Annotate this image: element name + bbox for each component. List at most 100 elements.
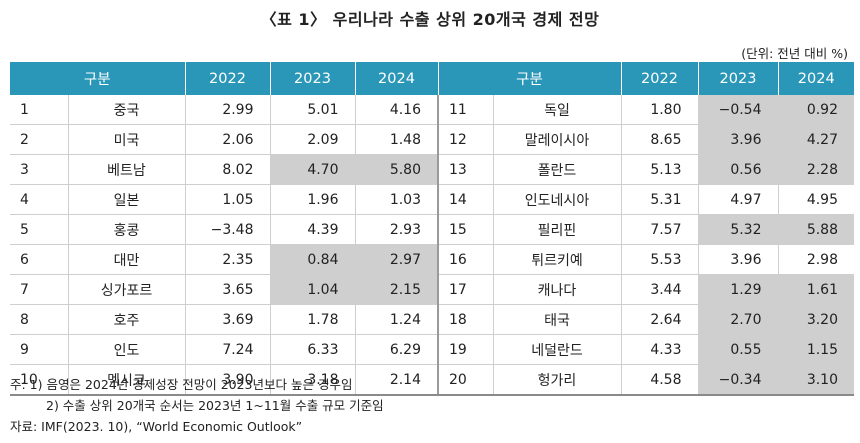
header-category-right: 구분 (437, 62, 621, 95)
header-2024-left: 2024 (354, 62, 438, 95)
table-row: 6 대만 2.35 0.84 2.97 16 튀르키예 5.53 3.96 2.… (10, 244, 854, 275)
value-2022-cell: 4.58 (620, 364, 698, 396)
value-2022-cell: 1.05 (184, 184, 270, 215)
header-2022-left: 2022 (184, 62, 270, 95)
value-2023-cell: 3.96 (697, 244, 778, 275)
value-2023-cell: 0.55 (697, 334, 778, 365)
rank-cell: 14 (437, 184, 493, 215)
value-2024-cell: 1.03 (354, 184, 438, 215)
table-notes: 주: 1) 음영은 2024년 경제성장 전망이 2023년보다 높은 경우임 … (10, 374, 384, 437)
value-2023-cell: 3.18 (269, 364, 355, 396)
value-2023-cell: −0.54 (697, 95, 778, 125)
value-2023-cell: 1.04 (269, 274, 355, 305)
table-row: 5 홍콩 −3.48 4.39 2.93 15 필리핀 7.57 5.32 5.… (10, 214, 854, 245)
value-2022-cell: 4.33 (620, 334, 698, 365)
country-cell: 필리핀 (492, 214, 621, 245)
rank-cell: 7 (10, 274, 68, 305)
country-cell: 대만 (67, 244, 185, 275)
note-2: 2) 수출 상위 20개국 순서는 2023년 1~11월 수출 규모 기준임 (46, 398, 384, 413)
value-2022-cell: −3.48 (184, 214, 270, 245)
value-2022-cell: 2.35 (184, 244, 270, 275)
country-cell: 중국 (67, 95, 185, 125)
country-cell: 호주 (67, 304, 185, 335)
value-2023-cell: 5.01 (269, 95, 355, 125)
rank-cell: 15 (437, 214, 493, 245)
value-2024-cell: 5.88 (777, 214, 854, 245)
rank-cell: 17 (437, 274, 493, 305)
table-row: 1 중국 2.99 5.01 4.16 11 독일 1.80 −0.54 0.9… (10, 95, 854, 125)
country-cell: 헝가리 (492, 364, 621, 396)
header-2024-right: 2024 (777, 62, 854, 95)
value-2024-cell: 4.16 (354, 95, 438, 125)
value-2024-cell: 3.20 (777, 304, 854, 335)
rank-cell: 19 (437, 334, 493, 365)
value-2022-cell: 3.69 (184, 304, 270, 335)
value-2023-cell: 1.29 (697, 274, 778, 305)
rank-cell: 9 (10, 334, 68, 365)
value-2022-cell: 2.64 (620, 304, 698, 335)
value-2022-cell: 8.65 (620, 124, 698, 155)
value-2023-cell: 2.09 (269, 124, 355, 155)
rank-cell: 13 (437, 154, 493, 185)
table-row: 9 인도 7.24 6.33 6.29 19 네덜란드 4.33 0.55 1.… (10, 334, 854, 365)
rank-cell: 1 (10, 95, 68, 125)
country-cell: 네덜란드 (492, 334, 621, 365)
country-cell: 폴란드 (492, 154, 621, 185)
value-2023-cell: 3.96 (697, 124, 778, 155)
value-2023-cell: 2.70 (697, 304, 778, 335)
note-1: 주: 1) 음영은 2024년 경제성장 전망이 2023년보다 높은 경우임 (10, 377, 353, 392)
value-2023-cell: 6.33 (269, 334, 355, 365)
value-2024-cell: 1.24 (354, 304, 438, 335)
value-2023-cell: −0.34 (697, 364, 778, 396)
value-2024-cell: 3.10 (777, 364, 854, 396)
country-cell: 인도네시아 (492, 184, 621, 215)
value-2023-cell: 0.56 (697, 154, 778, 185)
header-2022-right: 2022 (620, 62, 698, 95)
value-2022-cell: 8.02 (184, 154, 270, 185)
value-2024-cell: 2.97 (354, 244, 438, 275)
value-2022-cell: 5.53 (620, 244, 698, 275)
country-cell: 인도 (67, 334, 185, 365)
rank-cell: 4 (10, 184, 68, 215)
source-note: 자료: IMF(2023. 10), “World Economic Outlo… (10, 419, 303, 434)
value-2024-cell: 6.29 (354, 334, 438, 365)
country-cell: 일본 (67, 184, 185, 215)
country-cell: 멕시코 (67, 364, 185, 396)
value-2024-cell: 1.15 (777, 334, 854, 365)
table-title: 〈표 1〉 우리나라 수출 상위 20개국 경제 전망 (260, 10, 600, 29)
table-header-row: 구분 2022 2023 2024 구분 2022 2023 2024 (10, 62, 854, 95)
value-2023-cell: 1.96 (269, 184, 355, 215)
country-cell: 베트남 (67, 154, 185, 185)
rank-cell: 16 (437, 244, 493, 275)
country-cell: 캐나다 (492, 274, 621, 305)
rank-cell: 3 (10, 154, 68, 185)
value-2022-cell: 5.31 (620, 184, 698, 215)
country-cell: 홍콩 (67, 214, 185, 245)
value-2022-cell: 3.65 (184, 274, 270, 305)
value-2022-cell: 2.06 (184, 124, 270, 155)
country-cell: 싱가포르 (67, 274, 185, 305)
value-2023-cell: 0.84 (269, 244, 355, 275)
rank-cell: 6 (10, 244, 68, 275)
rank-cell: 2 (10, 124, 68, 155)
value-2023-cell: 1.78 (269, 304, 355, 335)
rank-cell: 18 (437, 304, 493, 335)
value-2022-cell: 7.57 (620, 214, 698, 245)
table-row: 8 호주 3.69 1.78 1.24 18 태국 2.64 2.70 3.20 (10, 304, 854, 335)
rank-cell: 12 (437, 124, 493, 155)
value-2022-cell: 2.99 (184, 95, 270, 125)
value-2024-cell: 2.98 (777, 244, 854, 275)
value-2023-cell: 4.70 (269, 154, 355, 185)
value-2023-cell: 4.39 (269, 214, 355, 245)
table-row: 3 베트남 8.02 4.70 5.80 13 폴란드 5.13 0.56 2.… (10, 154, 854, 185)
value-2024-cell: 4.27 (777, 124, 854, 155)
value-2024-cell: 2.14 (354, 364, 438, 396)
header-category-left: 구분 (10, 62, 185, 95)
rank-cell: 8 (10, 304, 68, 335)
value-2022-cell: 1.80 (620, 95, 698, 125)
value-2023-cell: 5.32 (697, 214, 778, 245)
country-cell: 독일 (492, 95, 621, 125)
value-2022-cell: 5.13 (620, 154, 698, 185)
unit-label: (단위: 전년 대비 %) (741, 46, 848, 61)
header-2023-right: 2023 (697, 62, 778, 95)
